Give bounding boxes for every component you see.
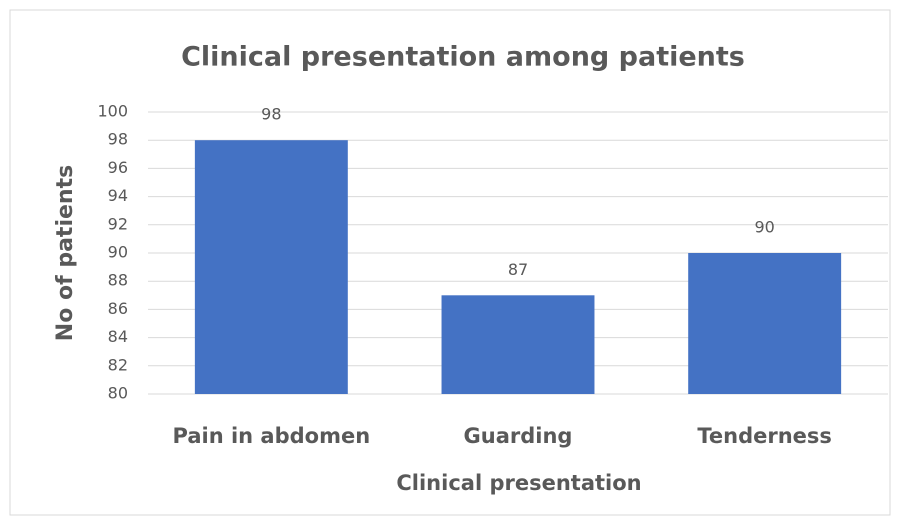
x-tick-label: Pain in abdomen xyxy=(173,424,371,448)
value-label: 87 xyxy=(508,260,528,279)
y-tick-label: 82 xyxy=(108,355,128,374)
y-tick-label: 100 xyxy=(97,102,128,121)
x-tick-label: Tenderness xyxy=(697,424,832,448)
bar xyxy=(441,295,595,394)
y-axis-label: No of patients xyxy=(53,165,78,341)
y-tick-label: 92 xyxy=(108,214,128,233)
y-tick-label: 98 xyxy=(108,130,128,149)
value-label: 90 xyxy=(754,218,774,237)
bar xyxy=(194,140,348,394)
y-tick-label: 90 xyxy=(108,243,128,262)
x-axis-label: Clinical presentation xyxy=(396,471,641,495)
y-tick-label: 84 xyxy=(108,327,128,346)
chart-title: Clinical presentation among patients xyxy=(181,42,745,73)
y-tick-label: 88 xyxy=(108,271,128,290)
y-tick-label: 96 xyxy=(108,158,128,177)
y-tick-label: 86 xyxy=(108,299,128,318)
value-label: 98 xyxy=(261,105,281,124)
y-tick-label: 80 xyxy=(108,384,128,403)
x-tick-label: Guarding xyxy=(464,424,573,448)
bar xyxy=(688,253,842,394)
y-tick-label: 94 xyxy=(108,186,128,205)
